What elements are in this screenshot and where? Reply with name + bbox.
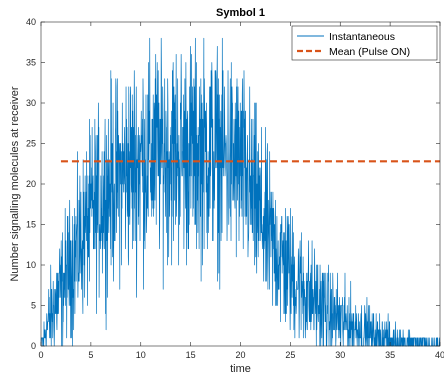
x-axis-label: time: [230, 363, 251, 375]
x-tick-label: 10: [136, 350, 146, 360]
y-tick-label: 5: [31, 301, 36, 311]
x-tick-label: 15: [186, 350, 196, 360]
y-axis-label: Number signalling molecules at receiver: [9, 86, 21, 281]
x-tick-label: 25: [285, 350, 295, 360]
series-line-instantaneous: [40, 37, 441, 347]
series-layer: [40, 37, 441, 347]
legend-label-instantaneous: Instantaneous: [329, 31, 395, 43]
x-tick-label: 35: [385, 350, 395, 360]
x-tick-label: 40: [435, 350, 444, 360]
x-tick-label: 0: [38, 350, 43, 360]
ticks-layer: 0 5 10 15 20 25 30 35 40 0 5 10 15 20 25 30 35 40: [26, 17, 444, 360]
legend-box: [291, 25, 438, 61]
chart-title: Symbol 1: [216, 7, 265, 19]
y-tick-label: 35: [26, 58, 36, 68]
y-tick-label: 10: [26, 260, 36, 270]
x-tick-label: 30: [335, 350, 345, 360]
legend-label-mean-pulse-on: Mean (Pulse ON): [329, 46, 410, 58]
y-tick-label: 15: [26, 220, 36, 230]
y-tick-label: 20: [26, 179, 36, 189]
y-tick-label: 25: [26, 139, 36, 149]
x-tick-label: 20: [235, 350, 245, 360]
y-tick-label: 30: [26, 98, 36, 108]
x-tick-label: 5: [88, 350, 93, 360]
legend: Instantaneous Mean (Pulse ON): [291, 25, 438, 61]
y-tick-label: 40: [26, 17, 36, 27]
y-tick-label: 0: [31, 341, 36, 351]
